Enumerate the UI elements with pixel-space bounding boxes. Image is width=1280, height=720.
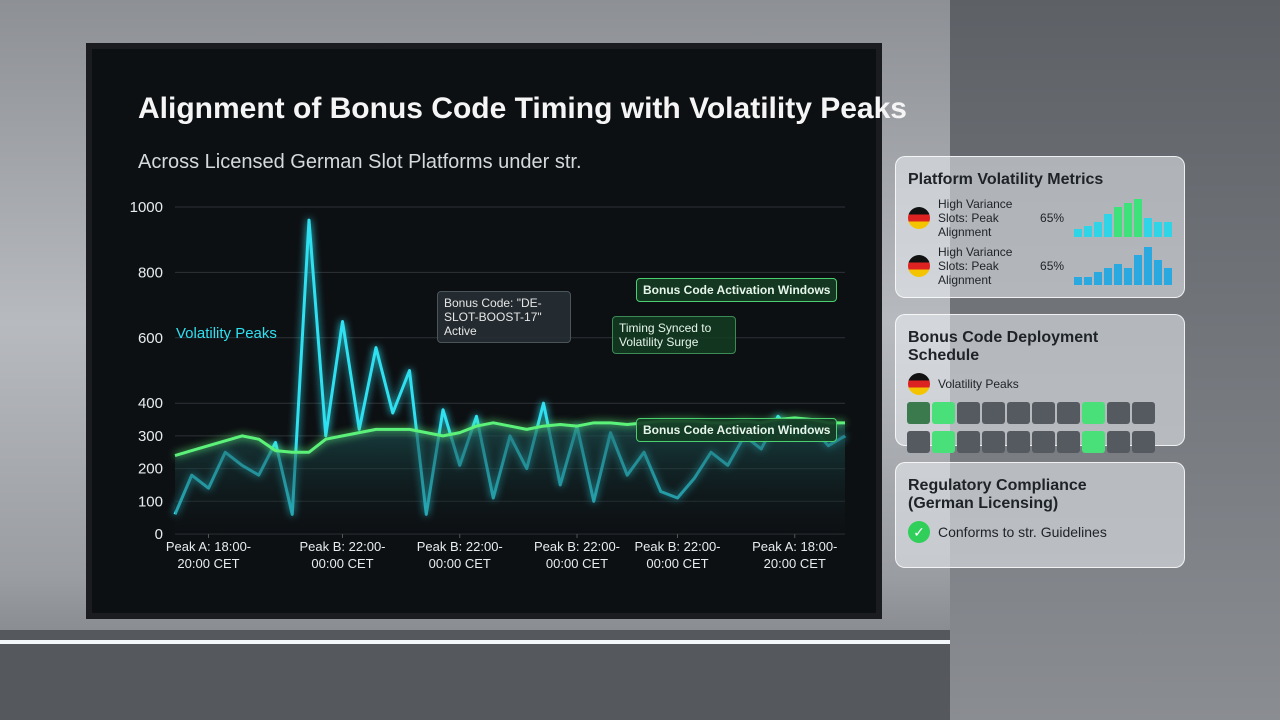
mini-bar (1154, 221, 1162, 237)
metric-label: High Variance Slots: Peak Alignment (938, 197, 1013, 239)
mini-bar (1104, 268, 1112, 285)
y-tick-label: 800 (138, 264, 163, 281)
check-icon: ✓ (908, 521, 930, 543)
legend-entry: Volatility Peaks (176, 325, 277, 342)
metric-row: High Variance Slots: Peak Alignment 65% (908, 197, 1172, 239)
schedule-cell (1057, 402, 1080, 424)
schedule-cell (1107, 402, 1130, 424)
schedule-cell (907, 402, 930, 424)
mini-bar (1084, 225, 1092, 237)
chart-subtitle: Across Licensed German Slot Platforms un… (138, 151, 582, 173)
mini-bar (1084, 276, 1092, 285)
mini-bar (1114, 263, 1122, 285)
legend-text: Volatility Peaks (938, 377, 1019, 391)
y-tick-label: 1000 (130, 199, 163, 216)
mini-bar (1134, 255, 1142, 285)
mini-bar (1074, 229, 1082, 237)
annotation: Bonus Code Activation Windows (636, 278, 838, 302)
panel-title: Platform Volatility Metrics (908, 171, 1104, 188)
schedule-grid (906, 401, 1174, 459)
y-tick-label: 600 (138, 330, 163, 347)
light-strip (0, 640, 950, 644)
compliance-status: ✓ Conforms to str. Guidelines (908, 521, 1172, 543)
mini-bar (1144, 218, 1152, 237)
mini-bar (1124, 202, 1132, 237)
panel-title: Bonus Code Deployment Schedule (908, 329, 1099, 364)
schedule-cell (1107, 431, 1130, 453)
metric-value: 65% (1040, 259, 1065, 273)
metrics-panel: Platform Volatility Metrics High Varianc… (895, 156, 1185, 298)
schedule-cell (1057, 431, 1080, 453)
mini-bars (1074, 247, 1172, 285)
x-tick-label: Peak B: 22:00-00:00 CET (634, 539, 721, 571)
schedule-cell (1032, 431, 1055, 453)
mini-bar (1074, 276, 1082, 285)
y-tick-label: 0 (155, 526, 163, 543)
floor (0, 630, 950, 720)
schedule-cell (1007, 431, 1030, 453)
schedule-cell (1132, 402, 1155, 424)
mini-bar (1164, 221, 1172, 237)
x-tick-label: Peak B: 22:00-00:00 CET (534, 539, 620, 571)
series-label: Bonus Code Activation Windows (636, 418, 838, 442)
mini-bar (1154, 259, 1162, 285)
y-tick-label: 400 (138, 395, 163, 412)
metric-row: High Variance Slots: Peak Alignment 65% (908, 245, 1172, 287)
chart-title: Alignment of Bonus Code Timing with Vola… (138, 92, 907, 125)
mini-bars (1074, 199, 1172, 237)
schedule-cell (982, 431, 1005, 453)
mini-bar (1094, 221, 1102, 237)
schedule-cell (1132, 431, 1155, 453)
x-tick-label: Peak A: 18:00-20:00 CET (752, 539, 838, 571)
mini-bar (1134, 199, 1142, 237)
schedule-legend: Volatility Peaks (908, 373, 1172, 395)
mini-bar (1094, 272, 1102, 285)
y-tick-label: 200 (138, 461, 163, 478)
flag (908, 255, 930, 277)
schedule-cell (932, 431, 955, 453)
mini-bar (1164, 268, 1172, 285)
mini-bar (1144, 247, 1152, 285)
annotation: Bonus Code: "DE-SLOT-BOOST-17" Active (437, 291, 571, 343)
metric-value: 65% (1040, 211, 1065, 225)
schedule-panel: Bonus Code Deployment Schedule Volatilit… (895, 314, 1185, 453)
flag (908, 373, 930, 395)
schedule-cell (932, 402, 955, 424)
schedule-cell (957, 431, 980, 453)
metric-rows: High Variance Slots: Peak Alignment 65% Hi… (896, 197, 1184, 287)
mini-bar (1114, 206, 1122, 237)
schedule-cell (907, 431, 930, 453)
panel-title: Regulatory Compliance (German Licensing) (908, 477, 1087, 512)
y-tick-label: 100 (138, 493, 163, 510)
status-text: Conforms to str. Guidelines (938, 524, 1107, 540)
x-tick-label: Peak B: 22:00-00:00 CET (299, 539, 386, 571)
y-tick-label: 300 (138, 428, 163, 445)
schedule-cell (1007, 402, 1030, 424)
flag (908, 207, 930, 229)
metric-label: High Variance Slots: Peak Alignment (938, 245, 1013, 287)
schedule-cell (1082, 402, 1105, 424)
schedule-cell (982, 402, 1005, 424)
schedule-cell (1032, 402, 1055, 424)
x-tick-label: Peak B: 22:00-00:00 CET (416, 539, 503, 571)
schedule-cell (957, 402, 980, 424)
series-area (175, 417, 845, 534)
mini-bar (1124, 268, 1132, 285)
schedule-cell (1082, 431, 1105, 453)
mini-bar (1104, 214, 1112, 237)
annotation: Timing Synced to Volatility Surge (612, 316, 736, 354)
compliance-panel: Regulatory Compliance (German Licensing)… (895, 462, 1185, 568)
x-tick-label: Peak A: 18:00-20:00 CET (165, 539, 252, 571)
